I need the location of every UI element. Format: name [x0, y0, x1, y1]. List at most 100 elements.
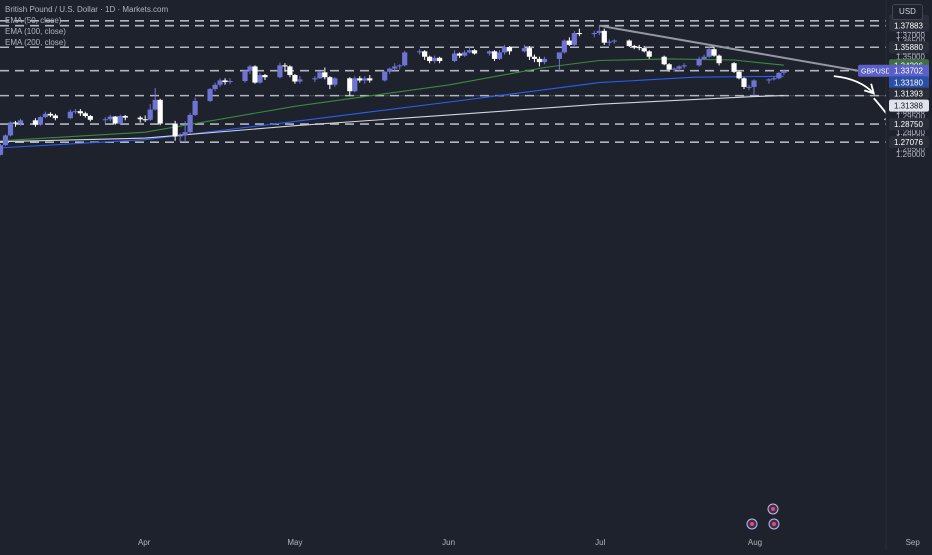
- ema-line[interactable]: [0, 95, 784, 143]
- candle-body[interactable]: [437, 57, 443, 62]
- candle-body[interactable]: [332, 78, 338, 85]
- candle-body[interactable]: [501, 47, 508, 53]
- candle-body[interactable]: [192, 100, 198, 115]
- candle-body[interactable]: [387, 68, 393, 72]
- candle-body[interactable]: [172, 123, 178, 137]
- candle-body[interactable]: [526, 48, 533, 57]
- candle-body[interactable]: [357, 78, 363, 81]
- candle-body[interactable]: [641, 48, 647, 52]
- candle-body[interactable]: [611, 40, 617, 42]
- candle-body[interactable]: [312, 78, 318, 80]
- candle-body[interactable]: [466, 50, 473, 53]
- candle-body[interactable]: [566, 40, 572, 45]
- candle-body[interactable]: [626, 40, 632, 46]
- candle-body[interactable]: [491, 51, 498, 59]
- candle-body[interactable]: [67, 111, 73, 119]
- candle-body[interactable]: [486, 51, 493, 54]
- candle-body[interactable]: [601, 30, 607, 43]
- candle-body[interactable]: [367, 78, 373, 81]
- candle-body[interactable]: [676, 66, 682, 69]
- candle-body[interactable]: [42, 113, 49, 118]
- candle-body[interactable]: [711, 49, 717, 56]
- candle-body[interactable]: [666, 64, 672, 70]
- candle-body[interactable]: [297, 79, 303, 82]
- candle-body[interactable]: [47, 113, 53, 116]
- candle-body[interactable]: [292, 75, 298, 82]
- candle-body[interactable]: [12, 122, 19, 124]
- candle-body[interactable]: [247, 66, 253, 71]
- candle-body[interactable]: [471, 50, 478, 54]
- candle-body[interactable]: [157, 99, 163, 124]
- ema100-legend[interactable]: EMA (100, close): [5, 27, 66, 36]
- candle-body[interactable]: [2, 135, 9, 146]
- ema-line[interactable]: [0, 75, 784, 149]
- candle-body[interactable]: [571, 33, 577, 45]
- candle-body[interactable]: [122, 116, 128, 118]
- candle-body[interactable]: [556, 52, 562, 59]
- candle-body[interactable]: [521, 48, 528, 52]
- candle-body[interactable]: [37, 117, 44, 125]
- candle-body[interactable]: [277, 65, 283, 78]
- candle-body[interactable]: [751, 80, 757, 87]
- candle-body[interactable]: [496, 52, 503, 59]
- candle-body[interactable]: [417, 51, 423, 53]
- candle-body[interactable]: [252, 66, 258, 83]
- candle-body[interactable]: [77, 111, 83, 114]
- candle-body[interactable]: [282, 65, 288, 67]
- candle-body[interactable]: [731, 63, 737, 72]
- candle-body[interactable]: [222, 80, 228, 83]
- flag-icon[interactable]: [746, 518, 758, 530]
- candle-body[interactable]: [392, 66, 398, 69]
- candle-body[interactable]: [427, 56, 433, 62]
- currency-button[interactable]: USD: [892, 4, 923, 20]
- candle-body[interactable]: [631, 45, 637, 48]
- candle-body[interactable]: [72, 111, 78, 113]
- candle-body[interactable]: [102, 119, 108, 121]
- candle-body[interactable]: [636, 47, 642, 49]
- ema50-legend[interactable]: EMA (50, close): [5, 16, 62, 25]
- candle-body[interactable]: [187, 114, 193, 133]
- candle-body[interactable]: [347, 78, 353, 92]
- candle-body[interactable]: [262, 75, 268, 78]
- candle-body[interactable]: [287, 66, 293, 76]
- candle-body[interactable]: [32, 120, 39, 125]
- candle-body[interactable]: [506, 47, 513, 52]
- candle-body[interactable]: [327, 77, 333, 85]
- candle-body[interactable]: [322, 72, 328, 78]
- candle-body[interactable]: [7, 122, 14, 136]
- candle-body[interactable]: [736, 71, 742, 79]
- candle-body[interactable]: [17, 120, 24, 124]
- candle-body[interactable]: [52, 115, 58, 119]
- candle-body[interactable]: [591, 33, 597, 35]
- candle-body[interactable]: [432, 57, 438, 62]
- support-zone[interactable]: [282, 94, 886, 97]
- candle-body[interactable]: [227, 80, 233, 83]
- candle-body[interactable]: [382, 71, 388, 81]
- candle-body[interactable]: [781, 70, 787, 73]
- candle-body[interactable]: [422, 51, 428, 57]
- candle-body[interactable]: [776, 72, 782, 79]
- candle-body[interactable]: [137, 117, 143, 120]
- candle-body[interactable]: [451, 53, 458, 62]
- candle-body[interactable]: [402, 52, 408, 66]
- candle-body[interactable]: [646, 51, 652, 57]
- candle-body[interactable]: [696, 58, 702, 66]
- flag-icon[interactable]: [767, 503, 779, 515]
- candle-body[interactable]: [217, 80, 223, 85]
- candle-body[interactable]: [701, 56, 707, 59]
- candle-body[interactable]: [147, 109, 153, 120]
- flag-icon[interactable]: [768, 518, 780, 530]
- candle-body[interactable]: [87, 116, 93, 120]
- candle-body[interactable]: [242, 70, 248, 81]
- candle-body[interactable]: [362, 78, 368, 81]
- candle-body[interactable]: [671, 68, 677, 70]
- candle-body[interactable]: [152, 99, 158, 110]
- symbol-tag[interactable]: [858, 64, 890, 77]
- candle-body[interactable]: [397, 65, 403, 67]
- scenario-arrow[interactable]: [833, 75, 876, 95]
- candle-body[interactable]: [0, 145, 4, 155]
- candle-body[interactable]: [212, 84, 218, 90]
- candle-body[interactable]: [257, 75, 263, 83]
